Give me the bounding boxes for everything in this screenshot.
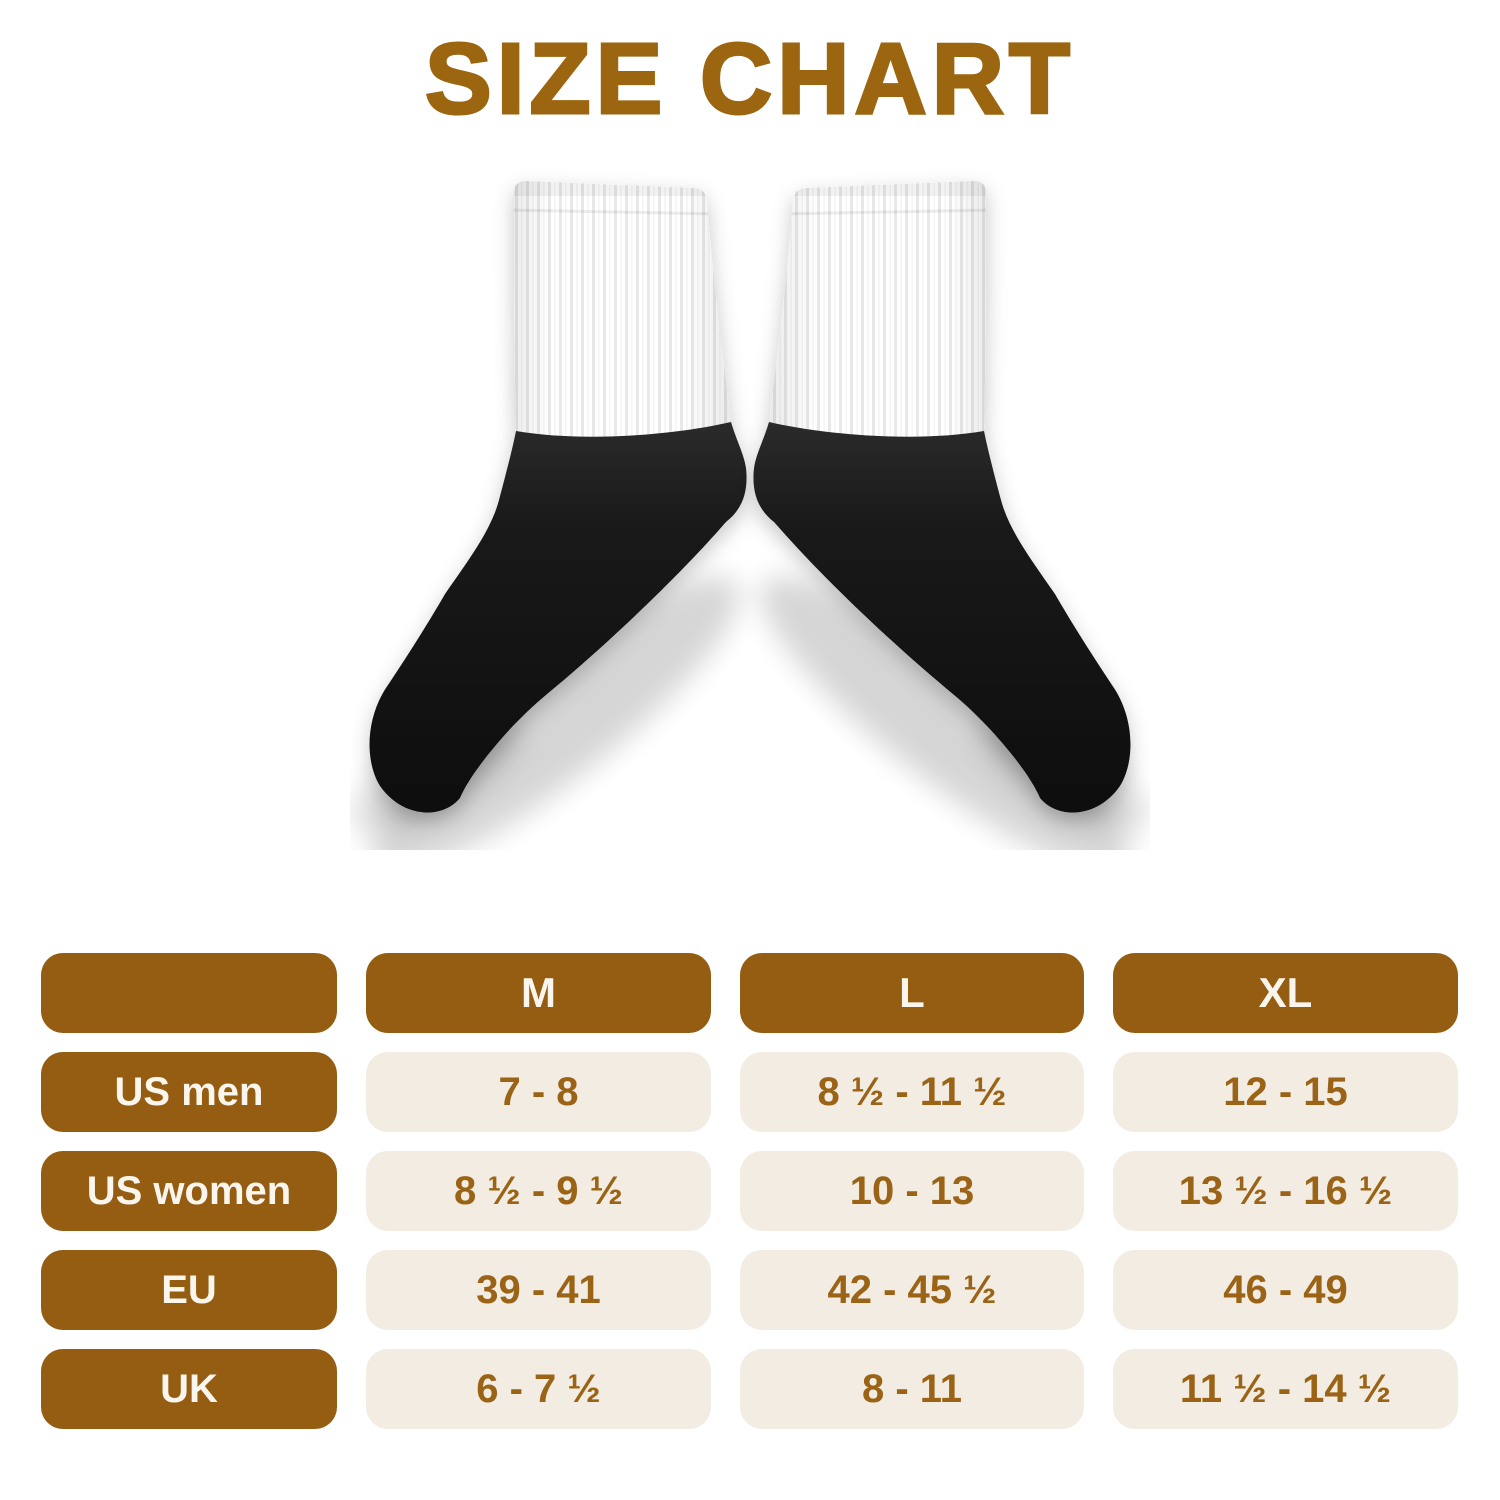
cell-us-women-xl: 13 ½ - 16 ½	[1113, 1151, 1458, 1231]
cell-eu-l: 42 - 45 ½	[740, 1250, 1084, 1330]
cell-us-men-m: 7 - 8	[366, 1052, 711, 1132]
socks-image	[350, 150, 1150, 850]
cell-us-women-l: 10 - 13	[740, 1151, 1084, 1231]
table-corner-cell	[41, 953, 337, 1033]
cell-us-women-m: 8 ½ - 9 ½	[366, 1151, 711, 1231]
cell-eu-xl: 46 - 49	[1113, 1250, 1458, 1330]
row-label-uk: UK	[41, 1349, 337, 1429]
sock-right	[730, 168, 1150, 850]
column-header-xl: XL	[1113, 953, 1458, 1033]
column-header-m: M	[366, 953, 711, 1033]
page-title: SIZE CHART	[424, 22, 1075, 137]
cell-eu-m: 39 - 41	[366, 1250, 711, 1330]
sock-left	[350, 168, 770, 850]
cell-uk-xl: 11 ½ - 14 ½	[1113, 1349, 1458, 1429]
column-header-l: L	[740, 953, 1084, 1033]
row-label-eu: EU	[41, 1250, 337, 1330]
cell-us-men-xl: 12 - 15	[1113, 1052, 1458, 1132]
socks-illustration	[350, 150, 1150, 850]
cell-uk-l: 8 - 11	[740, 1349, 1084, 1429]
row-label-us-men: US men	[41, 1052, 337, 1132]
size-table: M L XL US men 7 - 8 8 ½ - 11 ½ 12 - 15 U…	[41, 953, 1458, 1429]
row-label-us-women: US women	[41, 1151, 337, 1231]
cell-us-men-l: 8 ½ - 11 ½	[740, 1052, 1084, 1132]
cell-uk-m: 6 - 7 ½	[366, 1349, 711, 1429]
